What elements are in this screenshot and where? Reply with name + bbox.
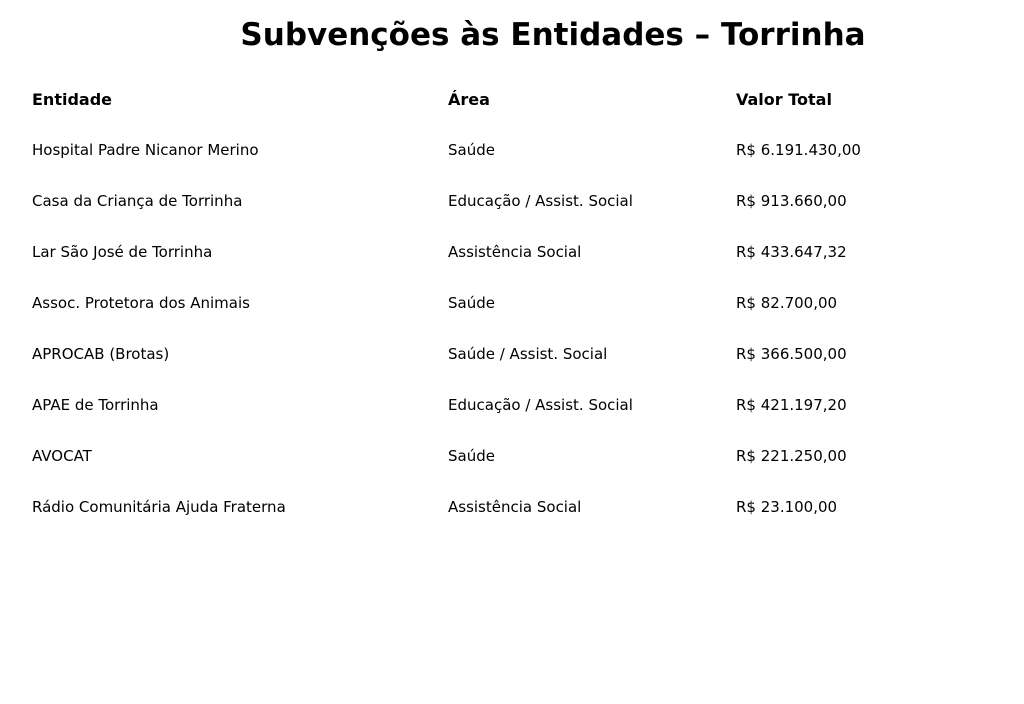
table-row: Hospital Padre Nicanor Merino Saúde R$ 6.1… <box>0 141 1024 161</box>
table-row: APROCAB (Brotas) Saúde / Assist. Social R$… <box>0 345 1024 365</box>
table-header: Entidade Área Valor Total <box>0 90 1024 110</box>
cell-valor-total: R$ 913.660,00 <box>736 192 847 210</box>
header-area: Área <box>448 90 490 109</box>
table-row: AVOCAT Saúde R$ 221.250,00 <box>0 447 1024 467</box>
cell-entidade: Rádio Comunitária Ajuda Fraterna <box>32 498 286 516</box>
cell-valor-total: R$ 82.700,00 <box>736 294 838 312</box>
cell-area: Saúde <box>448 294 495 312</box>
cell-valor-total: R$ 221.250,00 <box>736 447 847 465</box>
cell-area: Assistência Social <box>448 498 582 516</box>
cell-area: Educação / Assist. Social <box>448 192 633 210</box>
cell-area: Saúde <box>448 141 495 159</box>
cell-valor-total: R$ 366.500,00 <box>736 345 847 363</box>
cell-valor-total: R$ 421.197,20 <box>736 396 847 414</box>
cell-entidade: AVOCAT <box>32 447 92 465</box>
cell-valor-total: R$ 433.647,32 <box>736 243 847 261</box>
cell-entidade: Hospital Padre Nicanor Merino <box>32 141 259 159</box>
header-entidade: Entidade <box>32 90 113 109</box>
table-row: Casa da Criança de Torrinha Educação / As… <box>0 192 1024 212</box>
cell-area: Educação / Assist. Social <box>448 396 633 414</box>
cell-entidade: APROCAB (Brotas) <box>32 345 170 363</box>
table-row: APAE de Torrinha Educação / Assist. Socia… <box>0 396 1024 416</box>
cell-entidade: Lar São José de Torrinha <box>32 243 213 261</box>
page-title: Subvenções às Entidades – Torrinha <box>240 17 866 53</box>
cell-valor-total: R$ 23.100,00 <box>736 498 838 516</box>
table-row: Rádio Comunitária Ajuda Fraterna Assistên… <box>0 498 1024 518</box>
cell-entidade: Casa da Criança de Torrinha <box>32 192 243 210</box>
cell-valor-total: R$ 6.191.430,00 <box>736 141 861 159</box>
cell-entidade: Assoc. Protetora dos Animais <box>32 294 250 312</box>
table-row: Lar São José de Torrinha Assistência Soci… <box>0 243 1024 263</box>
cell-area: Saúde <box>448 447 495 465</box>
header-valor-total: Valor Total <box>736 90 832 109</box>
cell-area: Saúde / Assist. Social <box>448 345 608 363</box>
table-row: Assoc. Protetora dos Animais Saúde R$ 82.7… <box>0 294 1024 314</box>
cell-area: Assistência Social <box>448 243 582 261</box>
cell-entidade: APAE de Torrinha <box>32 396 159 414</box>
